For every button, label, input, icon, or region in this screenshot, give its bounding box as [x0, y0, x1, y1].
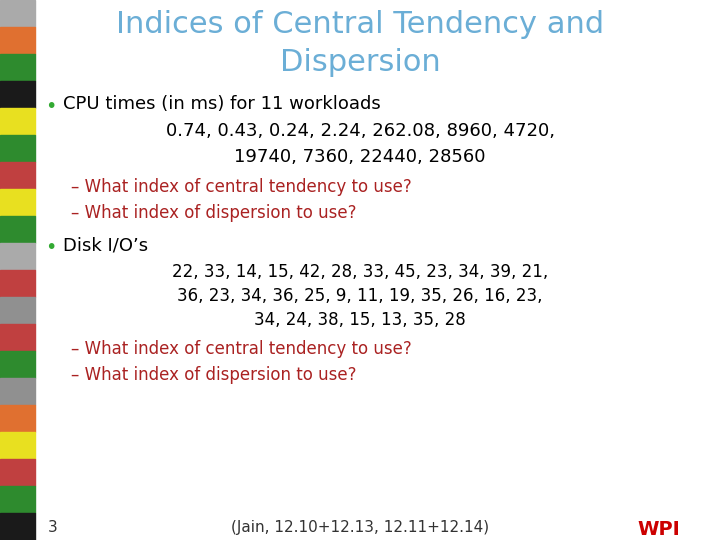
Text: 34, 24, 38, 15, 13, 35, 28: 34, 24, 38, 15, 13, 35, 28 — [254, 311, 466, 329]
Bar — [0, 324, 35, 351]
Bar — [0, 486, 35, 513]
Bar — [0, 243, 35, 270]
Bar — [0, 27, 35, 54]
Bar — [0, 108, 35, 135]
Text: 0.74, 0.43, 0.24, 2.24, 262.08, 8960, 4720,: 0.74, 0.43, 0.24, 2.24, 262.08, 8960, 47… — [166, 122, 554, 140]
Bar — [0, 135, 35, 162]
Text: 22, 33, 14, 15, 42, 28, 33, 45, 23, 34, 39, 21,: 22, 33, 14, 15, 42, 28, 33, 45, 23, 34, … — [172, 263, 548, 281]
Bar — [0, 270, 35, 297]
Bar — [0, 405, 35, 432]
Bar — [0, 162, 35, 189]
Text: WPI: WPI — [637, 520, 680, 539]
Bar — [0, 216, 35, 243]
Bar — [0, 378, 35, 405]
Bar — [0, 432, 35, 459]
Text: – What index of central tendency to use?: – What index of central tendency to use? — [71, 178, 412, 196]
Text: •: • — [45, 97, 56, 116]
Bar — [0, 81, 35, 108]
Bar — [0, 54, 35, 81]
Text: 36, 23, 34, 36, 25, 9, 11, 19, 35, 26, 16, 23,: 36, 23, 34, 36, 25, 9, 11, 19, 35, 26, 1… — [177, 287, 543, 305]
Bar — [0, 351, 35, 378]
Bar — [0, 459, 35, 486]
Text: CPU times (in ms) for 11 workloads: CPU times (in ms) for 11 workloads — [63, 95, 381, 113]
Bar — [0, 297, 35, 324]
Text: Dispersion: Dispersion — [279, 48, 441, 77]
Text: Indices of Central Tendency and: Indices of Central Tendency and — [116, 10, 604, 39]
Text: – What index of central tendency to use?: – What index of central tendency to use? — [71, 340, 412, 358]
Text: – What index of dispersion to use?: – What index of dispersion to use? — [71, 366, 356, 384]
Text: 19740, 7360, 22440, 28560: 19740, 7360, 22440, 28560 — [234, 148, 486, 166]
Text: Disk I/O’s: Disk I/O’s — [63, 236, 148, 254]
Bar — [0, 0, 35, 27]
Text: •: • — [45, 238, 56, 257]
Text: (Jain, 12.10+12.13, 12.11+12.14): (Jain, 12.10+12.13, 12.11+12.14) — [231, 520, 489, 535]
Bar — [0, 513, 35, 540]
Bar — [0, 189, 35, 216]
Text: 3: 3 — [48, 520, 58, 535]
Text: – What index of dispersion to use?: – What index of dispersion to use? — [71, 204, 356, 222]
